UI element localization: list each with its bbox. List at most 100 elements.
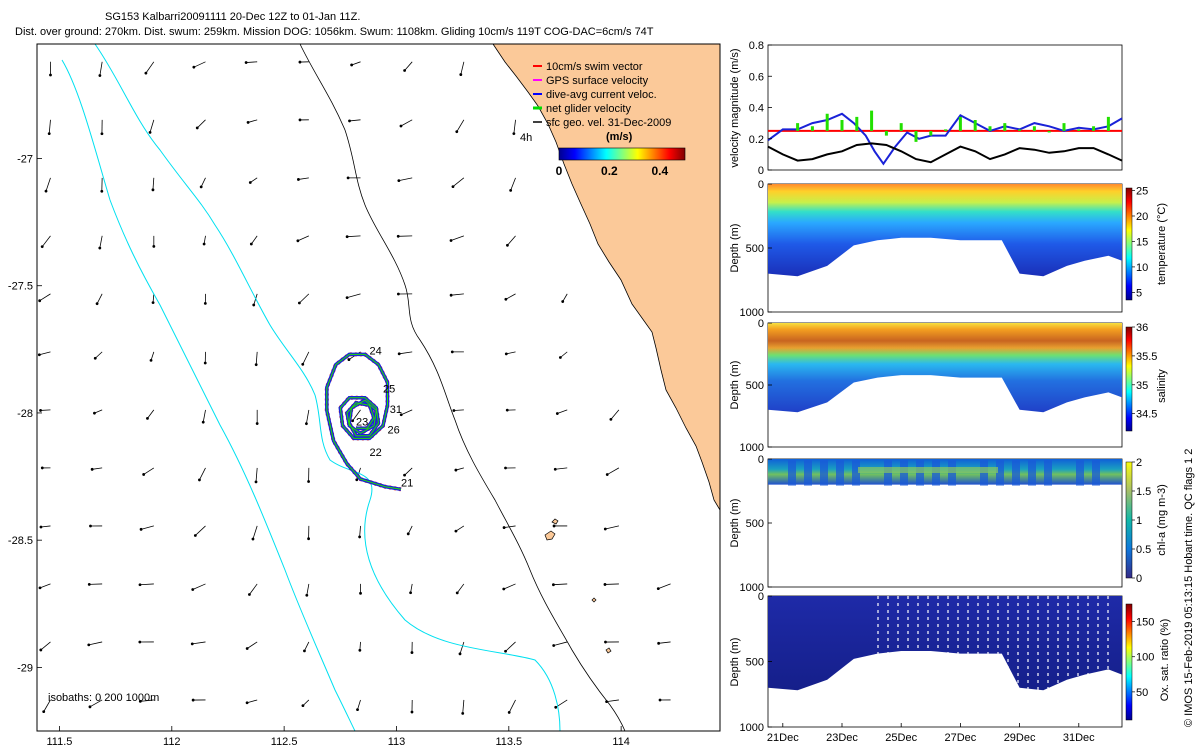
sfc-vector-head bbox=[356, 708, 359, 712]
sfc-vector bbox=[462, 699, 465, 714]
sfc-vector bbox=[504, 525, 516, 528]
sfc-vector-head bbox=[507, 711, 511, 714]
sfc-vector-head bbox=[505, 408, 509, 412]
sfc-vector-head bbox=[297, 301, 301, 305]
sfc-vector bbox=[40, 525, 51, 528]
sfc-vector bbox=[43, 699, 51, 712]
sfc-vector-head bbox=[95, 302, 99, 306]
x-tick-label: 112.5 bbox=[271, 736, 298, 748]
sfc-vector bbox=[39, 351, 51, 356]
sfc-vector-head bbox=[255, 422, 259, 425]
sfc-vector-head bbox=[397, 352, 401, 356]
sfc-vector-head bbox=[307, 537, 310, 541]
cbar-tick-label: 36 bbox=[1136, 322, 1148, 334]
legend-label: net glider velocity bbox=[546, 103, 631, 115]
sfc-vector bbox=[404, 61, 413, 71]
sfc-vector bbox=[302, 351, 310, 365]
y-tick-label: 0 bbox=[758, 454, 764, 466]
sfc-vector-head bbox=[461, 711, 465, 715]
chl-cbar-label: chl-a (mg m-3) bbox=[1156, 484, 1168, 556]
y-tick-label: 1000 bbox=[740, 442, 764, 454]
legend-label: 10cm/s swim vector bbox=[546, 61, 643, 73]
sfc-vector bbox=[139, 583, 154, 586]
chl-panel: 0 500 1000 Depth (m) 0 0.5 1 1.5 2 chl-a (mg m… bbox=[729, 454, 1168, 594]
sfc-vector bbox=[658, 583, 671, 589]
sfc-vector-head bbox=[345, 235, 349, 239]
salinity-y-ticks: 0 500 1000 bbox=[740, 318, 772, 454]
sfc-vector-head bbox=[358, 648, 362, 652]
sfc-vector-head bbox=[307, 480, 310, 483]
temperature-cbar-label: temperature (°C) bbox=[1156, 203, 1168, 285]
sfc-vector bbox=[202, 409, 206, 423]
chl-colorbar bbox=[1125, 461, 1133, 579]
velocity-series bbox=[767, 110, 1123, 166]
sfc-vector bbox=[404, 467, 413, 476]
salinity-field bbox=[768, 323, 1122, 413]
sfc-vector bbox=[505, 641, 516, 652]
title-line-2: Dist. over ground: 270km. Dist. swum: 25… bbox=[15, 26, 654, 38]
sfc-vector-head bbox=[98, 74, 102, 77]
sfc-vector bbox=[351, 61, 361, 66]
x-tick-label: 21Dec bbox=[767, 732, 799, 744]
sfc-vector bbox=[658, 641, 671, 644]
chl-profile-strip bbox=[996, 460, 1004, 486]
y-tick-label: 500 bbox=[746, 657, 764, 669]
sfc-vector-head bbox=[244, 61, 248, 64]
sfc-vector-head bbox=[454, 468, 458, 472]
sfc-vector-head bbox=[40, 245, 44, 249]
sfc-vector-head bbox=[451, 185, 455, 189]
sfc-vector-head bbox=[87, 582, 91, 586]
sfc-vector-head bbox=[195, 126, 199, 130]
oxygen-field bbox=[768, 596, 1122, 707]
sfc-vector-head bbox=[350, 63, 354, 67]
sfc-vector bbox=[503, 583, 516, 590]
colorbar-tick-label: 0.4 bbox=[651, 164, 668, 178]
sfc-vector-head bbox=[93, 411, 96, 415]
sfc-vector-head bbox=[504, 297, 508, 301]
sfc-vector-head bbox=[298, 60, 302, 64]
day-label: 31 bbox=[390, 404, 402, 416]
sfc-vector-head bbox=[561, 300, 565, 303]
sfc-vector bbox=[39, 293, 51, 302]
sfc-vector-head bbox=[346, 176, 350, 180]
sfc-vector bbox=[150, 351, 155, 361]
sfc-vector bbox=[255, 467, 258, 482]
sfc-vector bbox=[410, 583, 413, 593]
day-labels: 21 22 23 24 25 26 31 bbox=[356, 345, 413, 489]
sfc-vector-head bbox=[399, 124, 403, 128]
chl-profile-strip bbox=[852, 460, 860, 486]
sfc-vector-head bbox=[144, 71, 148, 75]
sfc-vector bbox=[505, 293, 516, 300]
sfc-vector-head bbox=[201, 420, 205, 424]
sfc-vector-head bbox=[603, 583, 607, 586]
cbar-tick-label: 25 bbox=[1136, 186, 1148, 198]
sfc-vector bbox=[145, 61, 155, 74]
sfc-vector bbox=[255, 351, 258, 365]
sfc-vector-head bbox=[149, 358, 153, 362]
isobath-200 bbox=[94, 43, 561, 732]
sfc-vector bbox=[560, 351, 568, 358]
map-y-ticks: -27 -27.5 -28 -28.5 -29 bbox=[8, 154, 42, 674]
sfc-vector-head bbox=[39, 525, 43, 529]
sfc-vector bbox=[48, 119, 51, 134]
sfc-vector-head bbox=[49, 73, 52, 77]
sfc-vector bbox=[510, 177, 516, 191]
sfc-vector bbox=[346, 293, 361, 298]
sfc-vector bbox=[96, 293, 103, 304]
map-x-ticks: 111.5 112 112.5 113 113.5 114 bbox=[47, 726, 630, 748]
sfc-vector bbox=[398, 177, 413, 182]
legend-label: sfc geo. vel. 31-Dec-2009 bbox=[546, 117, 671, 129]
isobath-0-offshore bbox=[299, 43, 626, 732]
sfc-vector-head bbox=[37, 353, 41, 357]
legend-item-sfc: sfc geo. vel. 31-Dec-2009 bbox=[533, 117, 671, 129]
cbar-tick-label: 100 bbox=[1136, 652, 1154, 664]
sfc-vector bbox=[152, 293, 155, 303]
sfc-vector-head bbox=[358, 535, 362, 539]
sfc-vector bbox=[352, 409, 361, 421]
day-label: 22 bbox=[370, 447, 382, 459]
sfc-vector bbox=[605, 525, 619, 530]
sfc-vector bbox=[297, 235, 310, 242]
sfc-vector-head bbox=[193, 534, 197, 537]
sfc-vector bbox=[149, 119, 155, 133]
sfc-vector-head bbox=[403, 473, 406, 477]
